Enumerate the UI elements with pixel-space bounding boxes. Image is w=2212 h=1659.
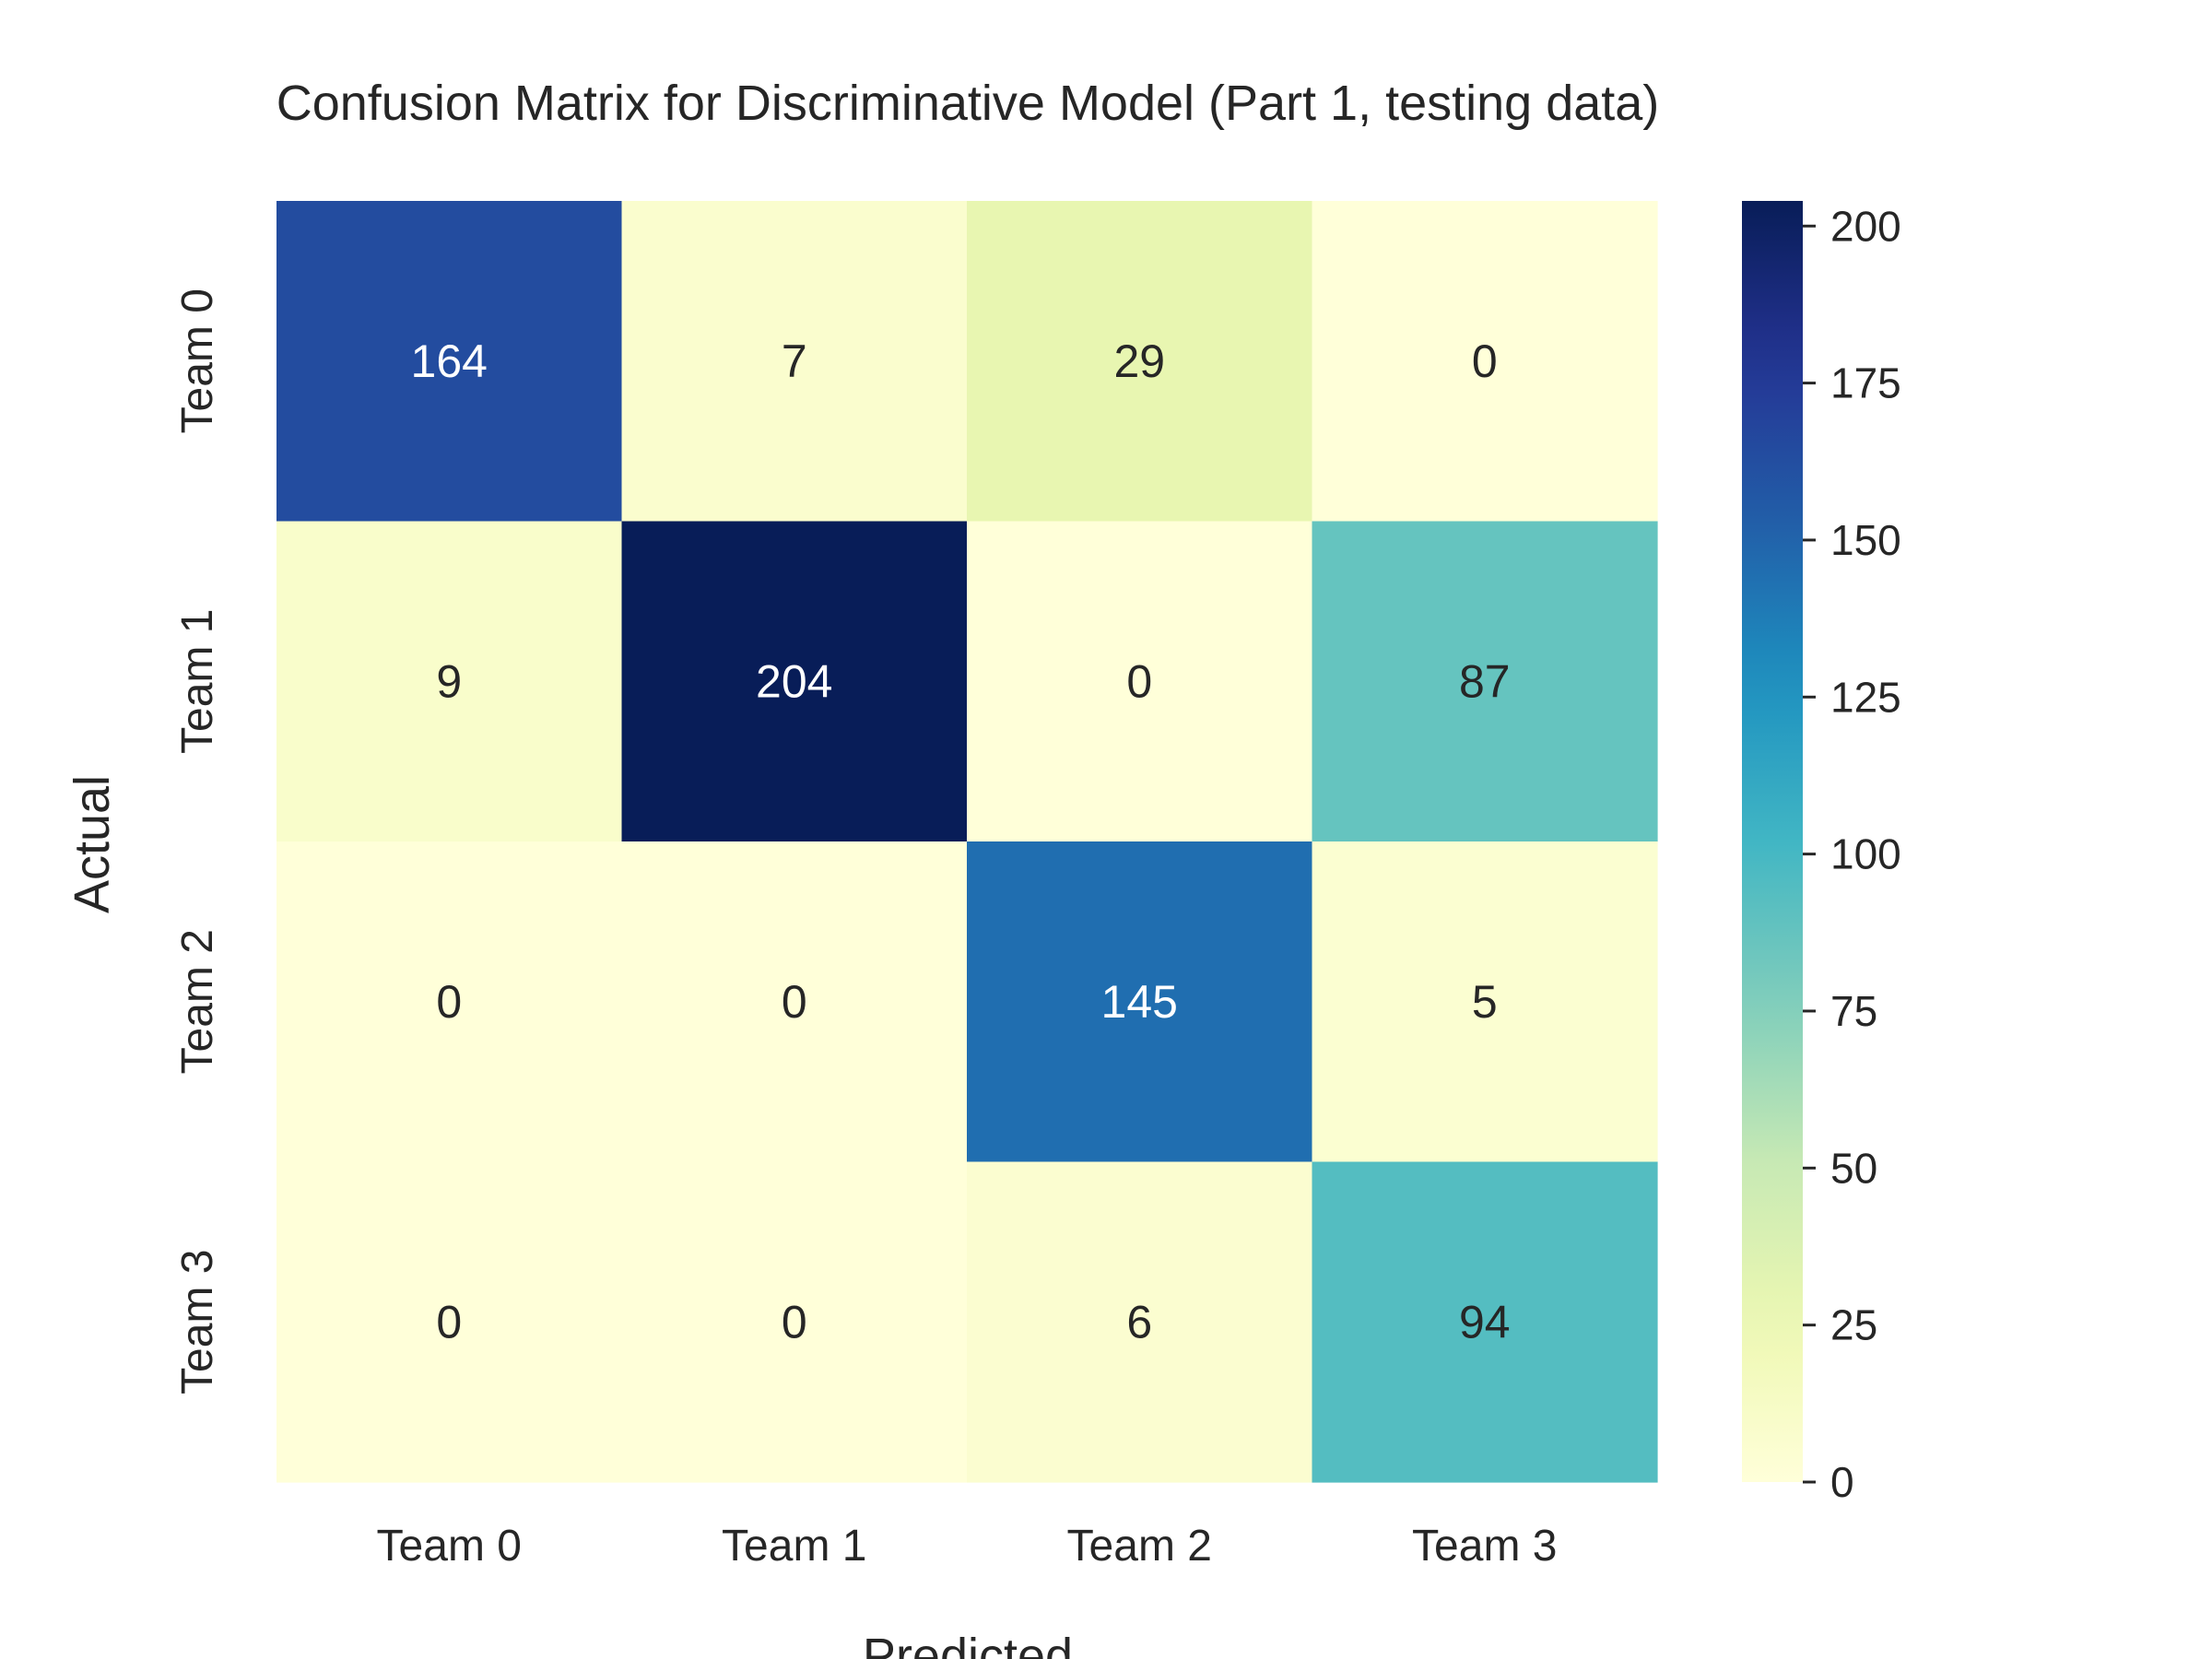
heatmap-cell [1312, 1161, 1658, 1483]
heatmap-cells [276, 201, 1658, 1483]
y-tick-label: Team 0 [173, 288, 222, 433]
cell-value-label: 7 [782, 335, 807, 387]
colorbar-tick-label: 0 [1830, 1458, 1854, 1506]
x-tick-label: Team 2 [1067, 1522, 1212, 1571]
heatmap-cell [1312, 841, 1658, 1163]
heatmap-cell [276, 201, 623, 523]
cell-value-label: 0 [1472, 335, 1498, 387]
colorbar-tick-label: 200 [1830, 202, 1901, 250]
cell-value-label: 204 [756, 655, 832, 707]
cell-value-label: 0 [782, 1296, 807, 1347]
cell-value-label: 164 [411, 335, 488, 387]
heatmap-cell [967, 521, 1313, 842]
heatmap-cell [621, 841, 968, 1163]
cell-value-label: 87 [1459, 655, 1511, 707]
colorbar-tick-label: 50 [1830, 1144, 1877, 1192]
x-tick-label: Team 0 [377, 1522, 522, 1571]
y-tick-label: Team 1 [173, 609, 222, 754]
heatmap-cell [1312, 521, 1658, 842]
heatmap-cell [621, 201, 968, 523]
chart-title: Confusion Matrix for Discriminative Mode… [276, 76, 1660, 131]
x-tick-label: Team 1 [722, 1522, 866, 1571]
colorbar-tick-label: 175 [1830, 359, 1901, 407]
heatmap-annotations: 164 7 29 0 9 204 0 87 0 0 145 5 0 0 6 94 [411, 335, 1511, 1348]
heatmap-cell [276, 521, 623, 842]
colorbar-tick-label: 25 [1830, 1301, 1877, 1349]
colorbar-tick-label: 150 [1830, 516, 1901, 564]
cell-value-label: 0 [782, 976, 807, 1028]
cell-value-label: 29 [1113, 335, 1165, 387]
x-tick-labels: Team 0 Team 1 Team 2 Team 3 [377, 1522, 1558, 1571]
cell-value-label: 94 [1459, 1296, 1511, 1347]
y-tick-labels: Team 0 Team 1 Team 2 Team 3 [173, 288, 222, 1394]
y-axis-label: Actual [65, 775, 120, 913]
heatmap-cell [276, 1161, 623, 1483]
heatmap-cell [967, 201, 1313, 523]
colorbar-tick-label: 125 [1830, 673, 1901, 721]
y-tick-label: Team 2 [173, 929, 222, 1074]
x-tick-label: Team 3 [1412, 1522, 1557, 1571]
cell-value-label: 0 [436, 976, 462, 1028]
cell-value-label: 0 [1126, 655, 1152, 707]
y-tick-label: Team 3 [173, 1250, 222, 1394]
heatmap-cell [621, 521, 968, 842]
x-axis-label: Predicted [863, 1629, 1073, 1659]
cell-value-label: 6 [1126, 1296, 1152, 1347]
cell-value-label: 5 [1472, 976, 1498, 1028]
colorbar-ticks: 0 25 50 75 100 125 150 175 200 [1803, 202, 1901, 1506]
cell-value-label: 9 [436, 655, 462, 707]
heatmap-cell [621, 1161, 968, 1483]
heatmap-cell [967, 841, 1313, 1163]
cell-value-label: 0 [436, 1296, 462, 1347]
heatmap-cell [1312, 201, 1658, 523]
colorbar-tick-label: 100 [1830, 830, 1901, 878]
colorbar [1742, 201, 1803, 1482]
heatmap-cell [276, 841, 623, 1163]
colorbar-tick-label: 75 [1830, 987, 1877, 1035]
heatmap-cell [967, 1161, 1313, 1483]
cell-value-label: 145 [1101, 976, 1178, 1028]
